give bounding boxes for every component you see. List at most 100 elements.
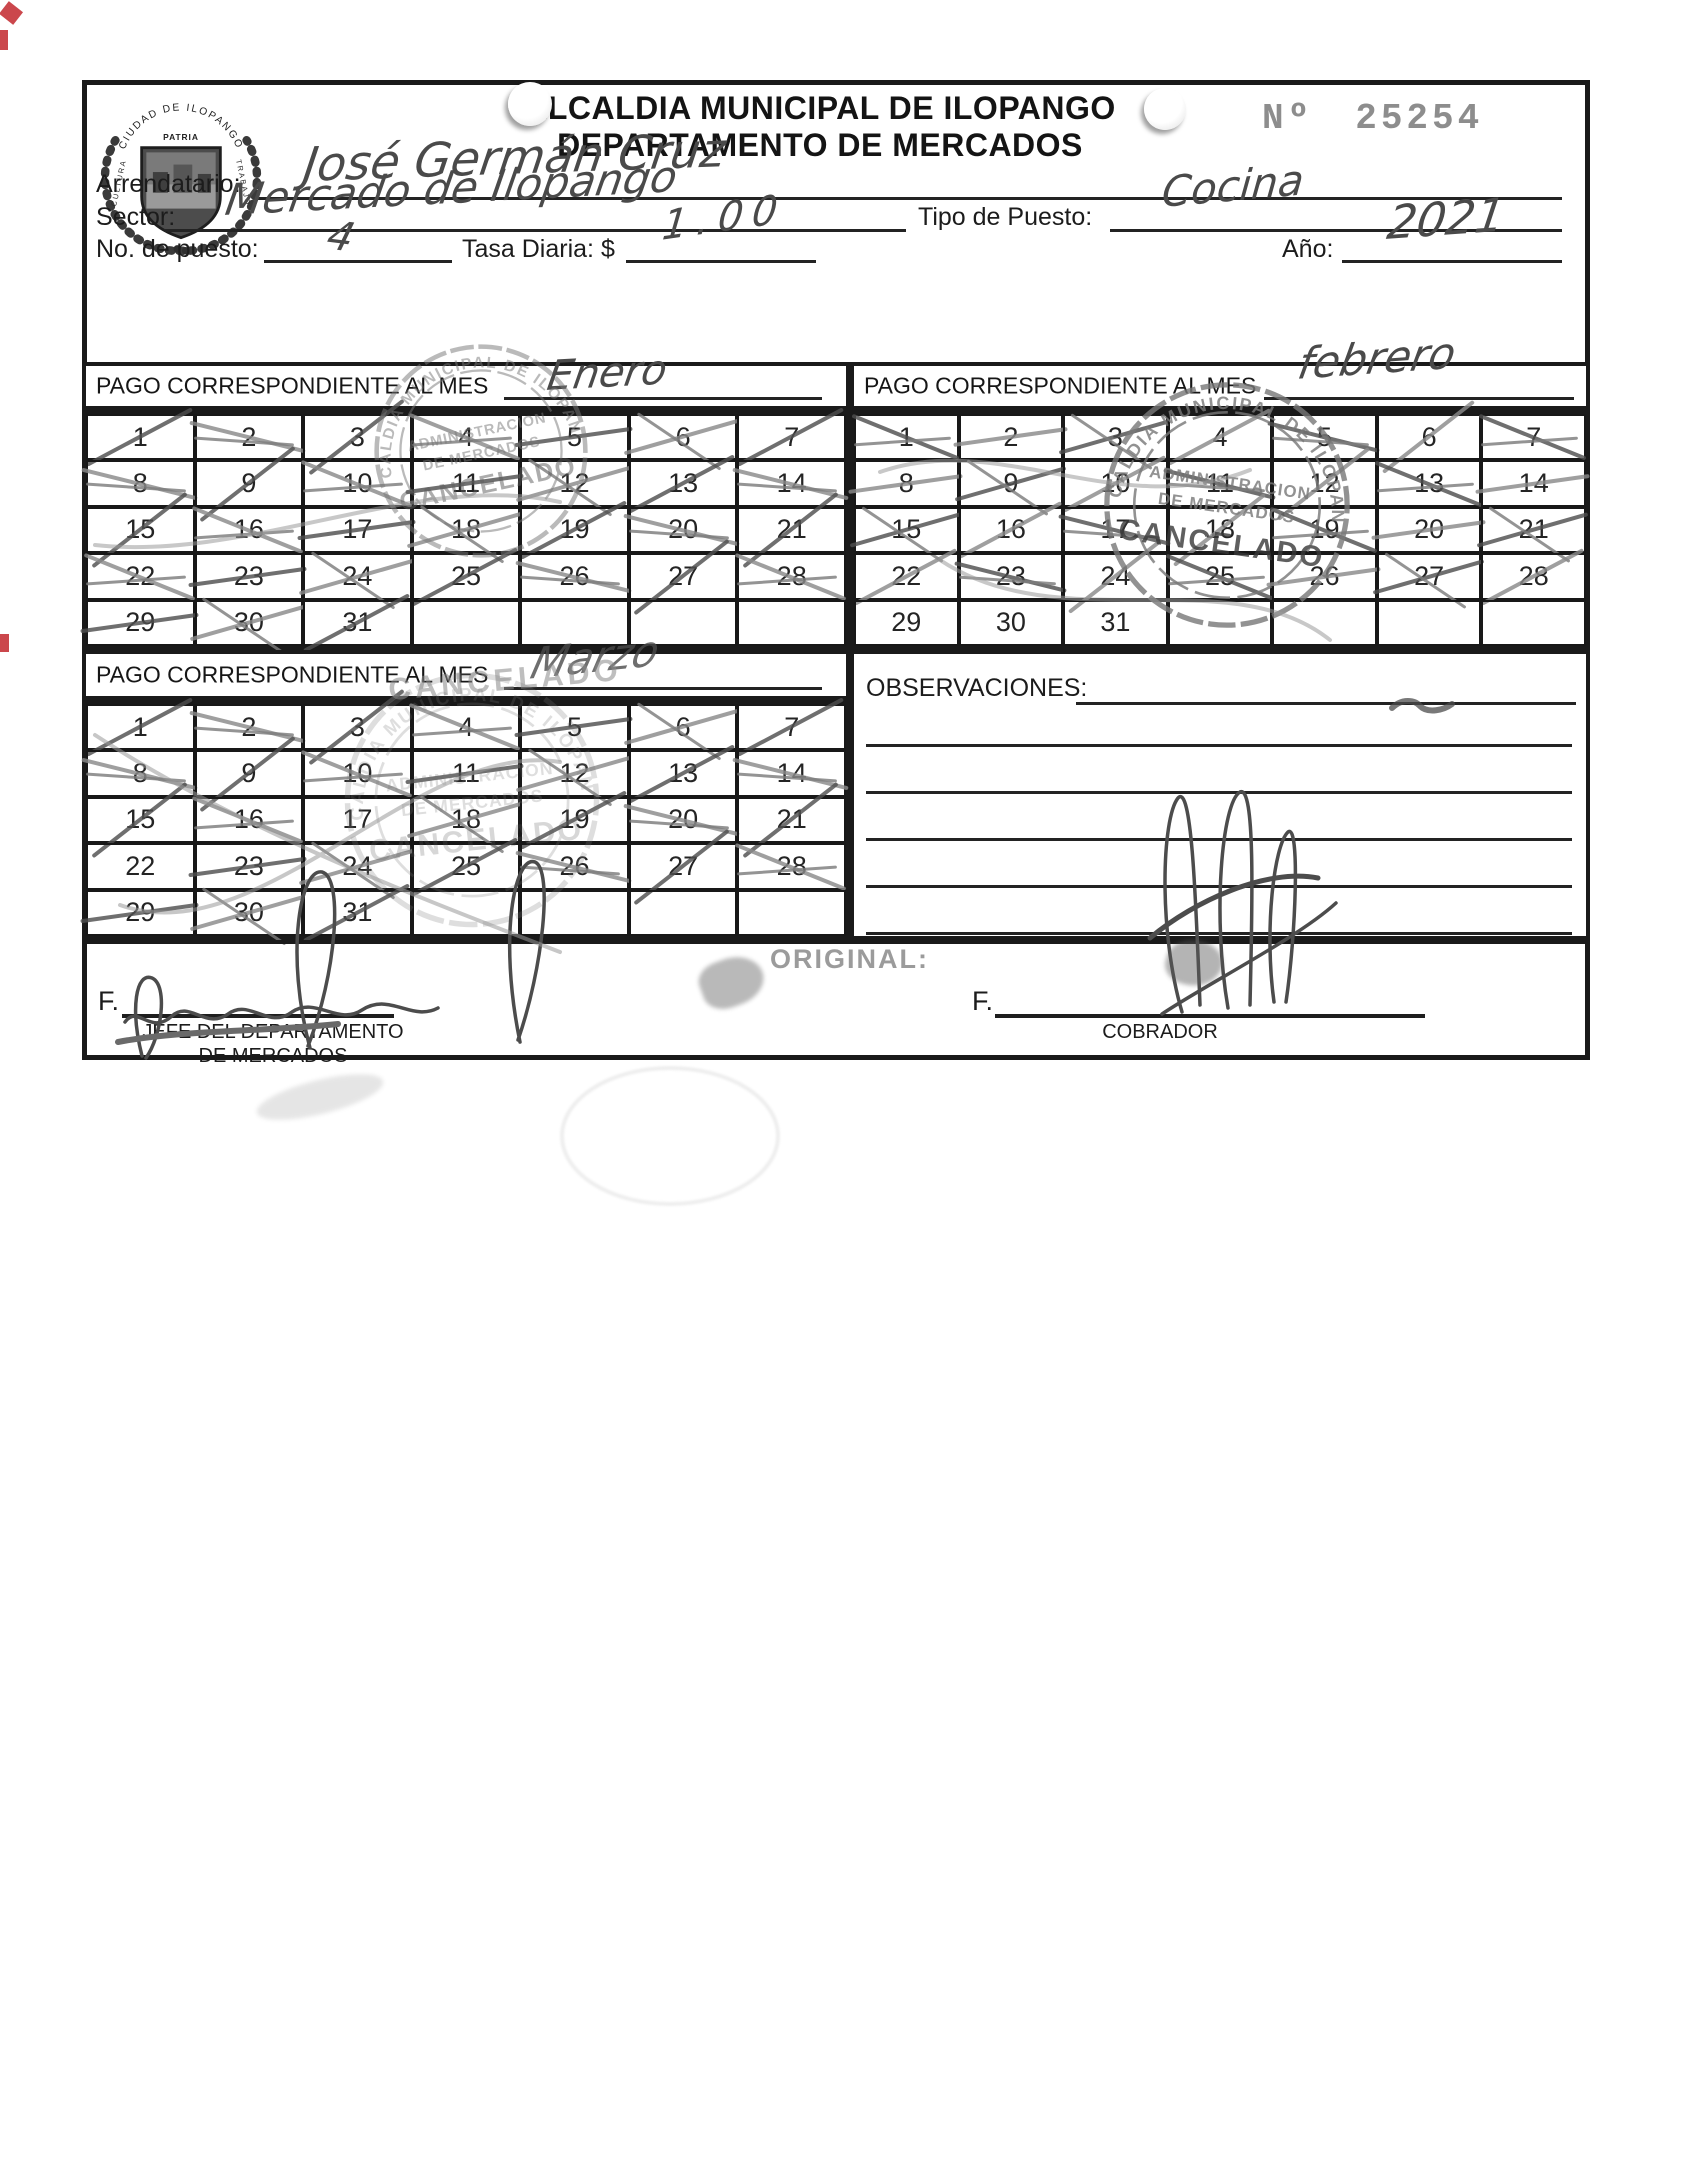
calendar-empty-cell [1272, 599, 1377, 646]
day-number: 10 [342, 468, 373, 499]
pago-mes-label: PAGO CORRESPONDIENTE AL MES [864, 372, 1257, 399]
day-number: 23 [233, 560, 264, 591]
month-handwritten: Enero [544, 345, 671, 400]
calendar-day-cell: 24 [298, 551, 415, 610]
calendar-empty-cell [520, 889, 629, 936]
form-title: ALCALDIA MUNICIPAL DE ILOPANGO DEPARTAME… [440, 90, 1200, 164]
calendar-day-cell: 29 [854, 599, 959, 646]
title-line1: ALCALDIA MUNICIPAL DE ILOPANGO [524, 90, 1116, 126]
pago-mes-label: PAGO CORRESPONDIENTE AL MES [96, 372, 489, 399]
day-number: 6 [675, 421, 691, 452]
wreath-right [174, 135, 262, 256]
calendar-day-cell: 1 [85, 697, 195, 758]
calendar-day-cell: 31 [302, 593, 412, 653]
calendar-day-cell: 8 [80, 750, 198, 797]
observaciones-line [866, 932, 1572, 935]
calendar-day-cell: 16 [191, 506, 304, 555]
stamp-ghost [560, 1066, 780, 1206]
calendar-empty-cell [1481, 599, 1586, 646]
day-number: 15 [125, 514, 156, 545]
day-number: 20 [1414, 514, 1445, 545]
day-number: 11 [1205, 468, 1234, 499]
calendar-day-cell: 11 [405, 460, 525, 507]
day-number: 16 [233, 804, 264, 835]
calendar-day-cell: 21 [737, 492, 846, 569]
day-number: 1 [132, 711, 148, 742]
red-edge-mark [0, 1, 24, 25]
calendar-day-cell: 13 [628, 744, 738, 804]
month-line [1264, 397, 1574, 400]
calendar-day-cell: 23 [188, 843, 308, 890]
calendar-empty-cell [628, 889, 738, 936]
calendar-day-cell: 25 [411, 546, 521, 607]
calendar-empty-cell [520, 599, 629, 646]
calendar-day-cell: 29 [79, 599, 199, 646]
calendar-day-cell: 13 [628, 454, 738, 514]
day-number: 25 [1204, 560, 1236, 591]
calendar-day-cell: 23 [953, 553, 1066, 600]
payment-days-grid-marzo: 1 2 3 4 5 6 7 8 9 10 11 12 13 14 15 16 17 18 19 20 21 22 23 24 2… [79, 689, 850, 947]
wreath-left [100, 135, 188, 256]
calendar-empty-cell [737, 599, 846, 646]
title-line2: DEPARTAMENTO DE MERCADOS [557, 127, 1083, 163]
calendar-day-cell: 21 [1477, 505, 1589, 563]
calendar-day-cell: 17 [303, 796, 412, 844]
calendar-day-cell: 18 [407, 794, 523, 854]
pago-mes-label: PAGO CORRESPONDIENTE AL MES [96, 661, 489, 688]
calendar-day-cell: 16 [958, 501, 1064, 559]
calendar-day-cell: 10 [300, 459, 413, 509]
day-number: 11 [451, 468, 480, 499]
calendar-day-cell: 19 [519, 500, 629, 561]
calendar-day-cell: 16 [191, 796, 304, 845]
receipt-number: Nº 25254 [1262, 98, 1483, 139]
month-line [504, 397, 822, 400]
calendar-day-cell: 10 [300, 749, 413, 799]
seal-building [197, 173, 211, 193]
observaciones-line [1076, 702, 1576, 705]
scan-smudge [252, 1064, 388, 1130]
calendar-day-cell: 8 [80, 460, 198, 507]
seal-motto: PATRIA [163, 132, 199, 142]
calendar-empty-cell [411, 889, 521, 936]
day-number: 9 [241, 468, 257, 499]
day-number: 26 [559, 850, 590, 881]
calendar-day-cell: 25 [411, 836, 521, 897]
calendar-day-cell: 6 [1376, 400, 1482, 475]
calendar-day-cell: 24 [298, 841, 415, 900]
sector-label: Sector: [96, 203, 176, 231]
calendar-day-cell: 20 [623, 796, 741, 844]
day-number: 22 [125, 560, 156, 591]
day-number: 25 [450, 850, 482, 881]
calendar-day-cell: 31 [302, 883, 412, 943]
day-number: 13 [668, 758, 699, 789]
day-number: 10 [342, 758, 373, 789]
day-number: 30 [995, 607, 1026, 638]
calendar-day-cell: 1 [851, 414, 960, 461]
calendar-day-cell: 19 [519, 790, 629, 851]
calendar-day-cell: 17 [1058, 506, 1171, 554]
day-number: 25 [450, 560, 482, 591]
calendar-day-cell: 7 [1478, 414, 1587, 461]
calendar-day-cell: 11 [405, 750, 525, 797]
day-number: 4 [458, 421, 474, 452]
day-number: 15 [125, 804, 156, 835]
sector-line [164, 229, 906, 232]
anio-label: Año: [1282, 235, 1334, 263]
day-number: 1 [898, 421, 914, 452]
seal-building [173, 164, 193, 193]
day-number: 23 [995, 560, 1026, 591]
day-number: 24 [1100, 560, 1131, 591]
day-number: 4 [1212, 421, 1228, 452]
day-number: 7 [1526, 421, 1542, 452]
calendar-day-cell: 12 [515, 748, 632, 807]
seal-arc-text: CIUDAD DE ILOPANGO [117, 102, 245, 151]
observaciones-line [866, 885, 1572, 888]
calendar-day-cell: 28 [734, 842, 847, 891]
day-number: 31 [342, 607, 373, 638]
anio-value: 2021 [1384, 187, 1509, 250]
calendar-day-cell: 14 [1475, 460, 1590, 507]
day-number: 19 [559, 514, 590, 545]
receipt-number-label: Nº [1262, 98, 1314, 139]
calendar-day-cell: 27 [628, 538, 738, 615]
calendar-day-cell: 5 [514, 704, 633, 751]
